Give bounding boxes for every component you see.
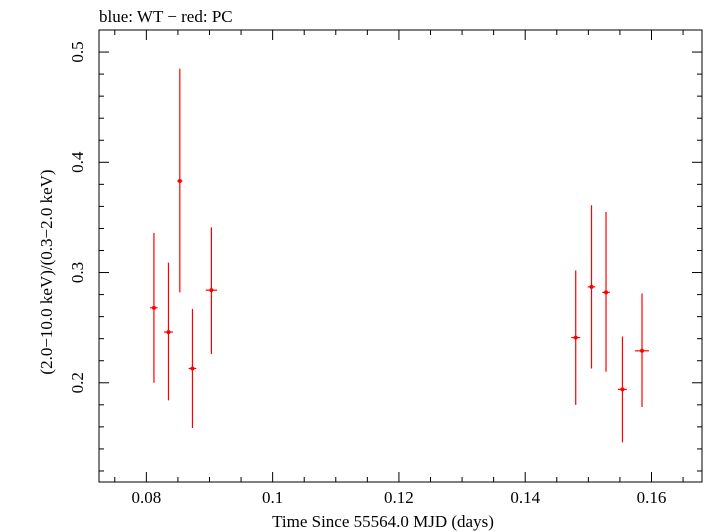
data-point xyxy=(205,227,218,355)
data-point xyxy=(164,262,173,401)
point-marker xyxy=(620,387,625,392)
data-point xyxy=(177,68,183,293)
y-axis-ticks: 0.2 0.3 0.4 0.5 xyxy=(68,29,702,472)
point-marker xyxy=(640,348,645,353)
point-marker xyxy=(166,330,171,335)
point-marker xyxy=(151,305,156,310)
data-points xyxy=(150,68,649,443)
y-tick-label: 0.2 xyxy=(68,372,87,393)
point-marker xyxy=(604,290,609,295)
point-marker xyxy=(573,335,578,340)
data-point xyxy=(188,308,197,428)
x-tick-label: 0.16 xyxy=(637,488,667,507)
data-point xyxy=(618,336,627,443)
data-point xyxy=(150,232,158,383)
x-axis-label: Time Since 55564.0 MJD (days) xyxy=(272,512,494,531)
y-tick-label: 0.5 xyxy=(68,41,87,62)
x-tick-label: 0.12 xyxy=(384,488,414,507)
data-point xyxy=(635,293,649,408)
data-point xyxy=(587,205,596,369)
y-axis-label: (2.0−10.0 keV)/(0.3−2.0 keV) xyxy=(37,169,56,374)
x-tick-label: 0.14 xyxy=(510,488,540,507)
plot-frame xyxy=(98,29,703,483)
x-tick-label: 0.08 xyxy=(131,488,161,507)
point-marker xyxy=(589,284,594,289)
chart-title: blue: WT − red: PC xyxy=(99,7,233,26)
x-tick-label: 0.1 xyxy=(262,488,283,507)
y-tick-label: 0.3 xyxy=(68,262,87,283)
x-axis-ticks: 0.08 0.1 0.12 0.14 0.16 xyxy=(114,30,684,507)
data-point xyxy=(602,211,610,372)
point-marker xyxy=(209,288,214,293)
point-marker xyxy=(190,366,195,371)
point-marker xyxy=(177,179,182,184)
y-tick-label: 0.4 xyxy=(68,151,87,173)
data-point xyxy=(571,270,581,405)
